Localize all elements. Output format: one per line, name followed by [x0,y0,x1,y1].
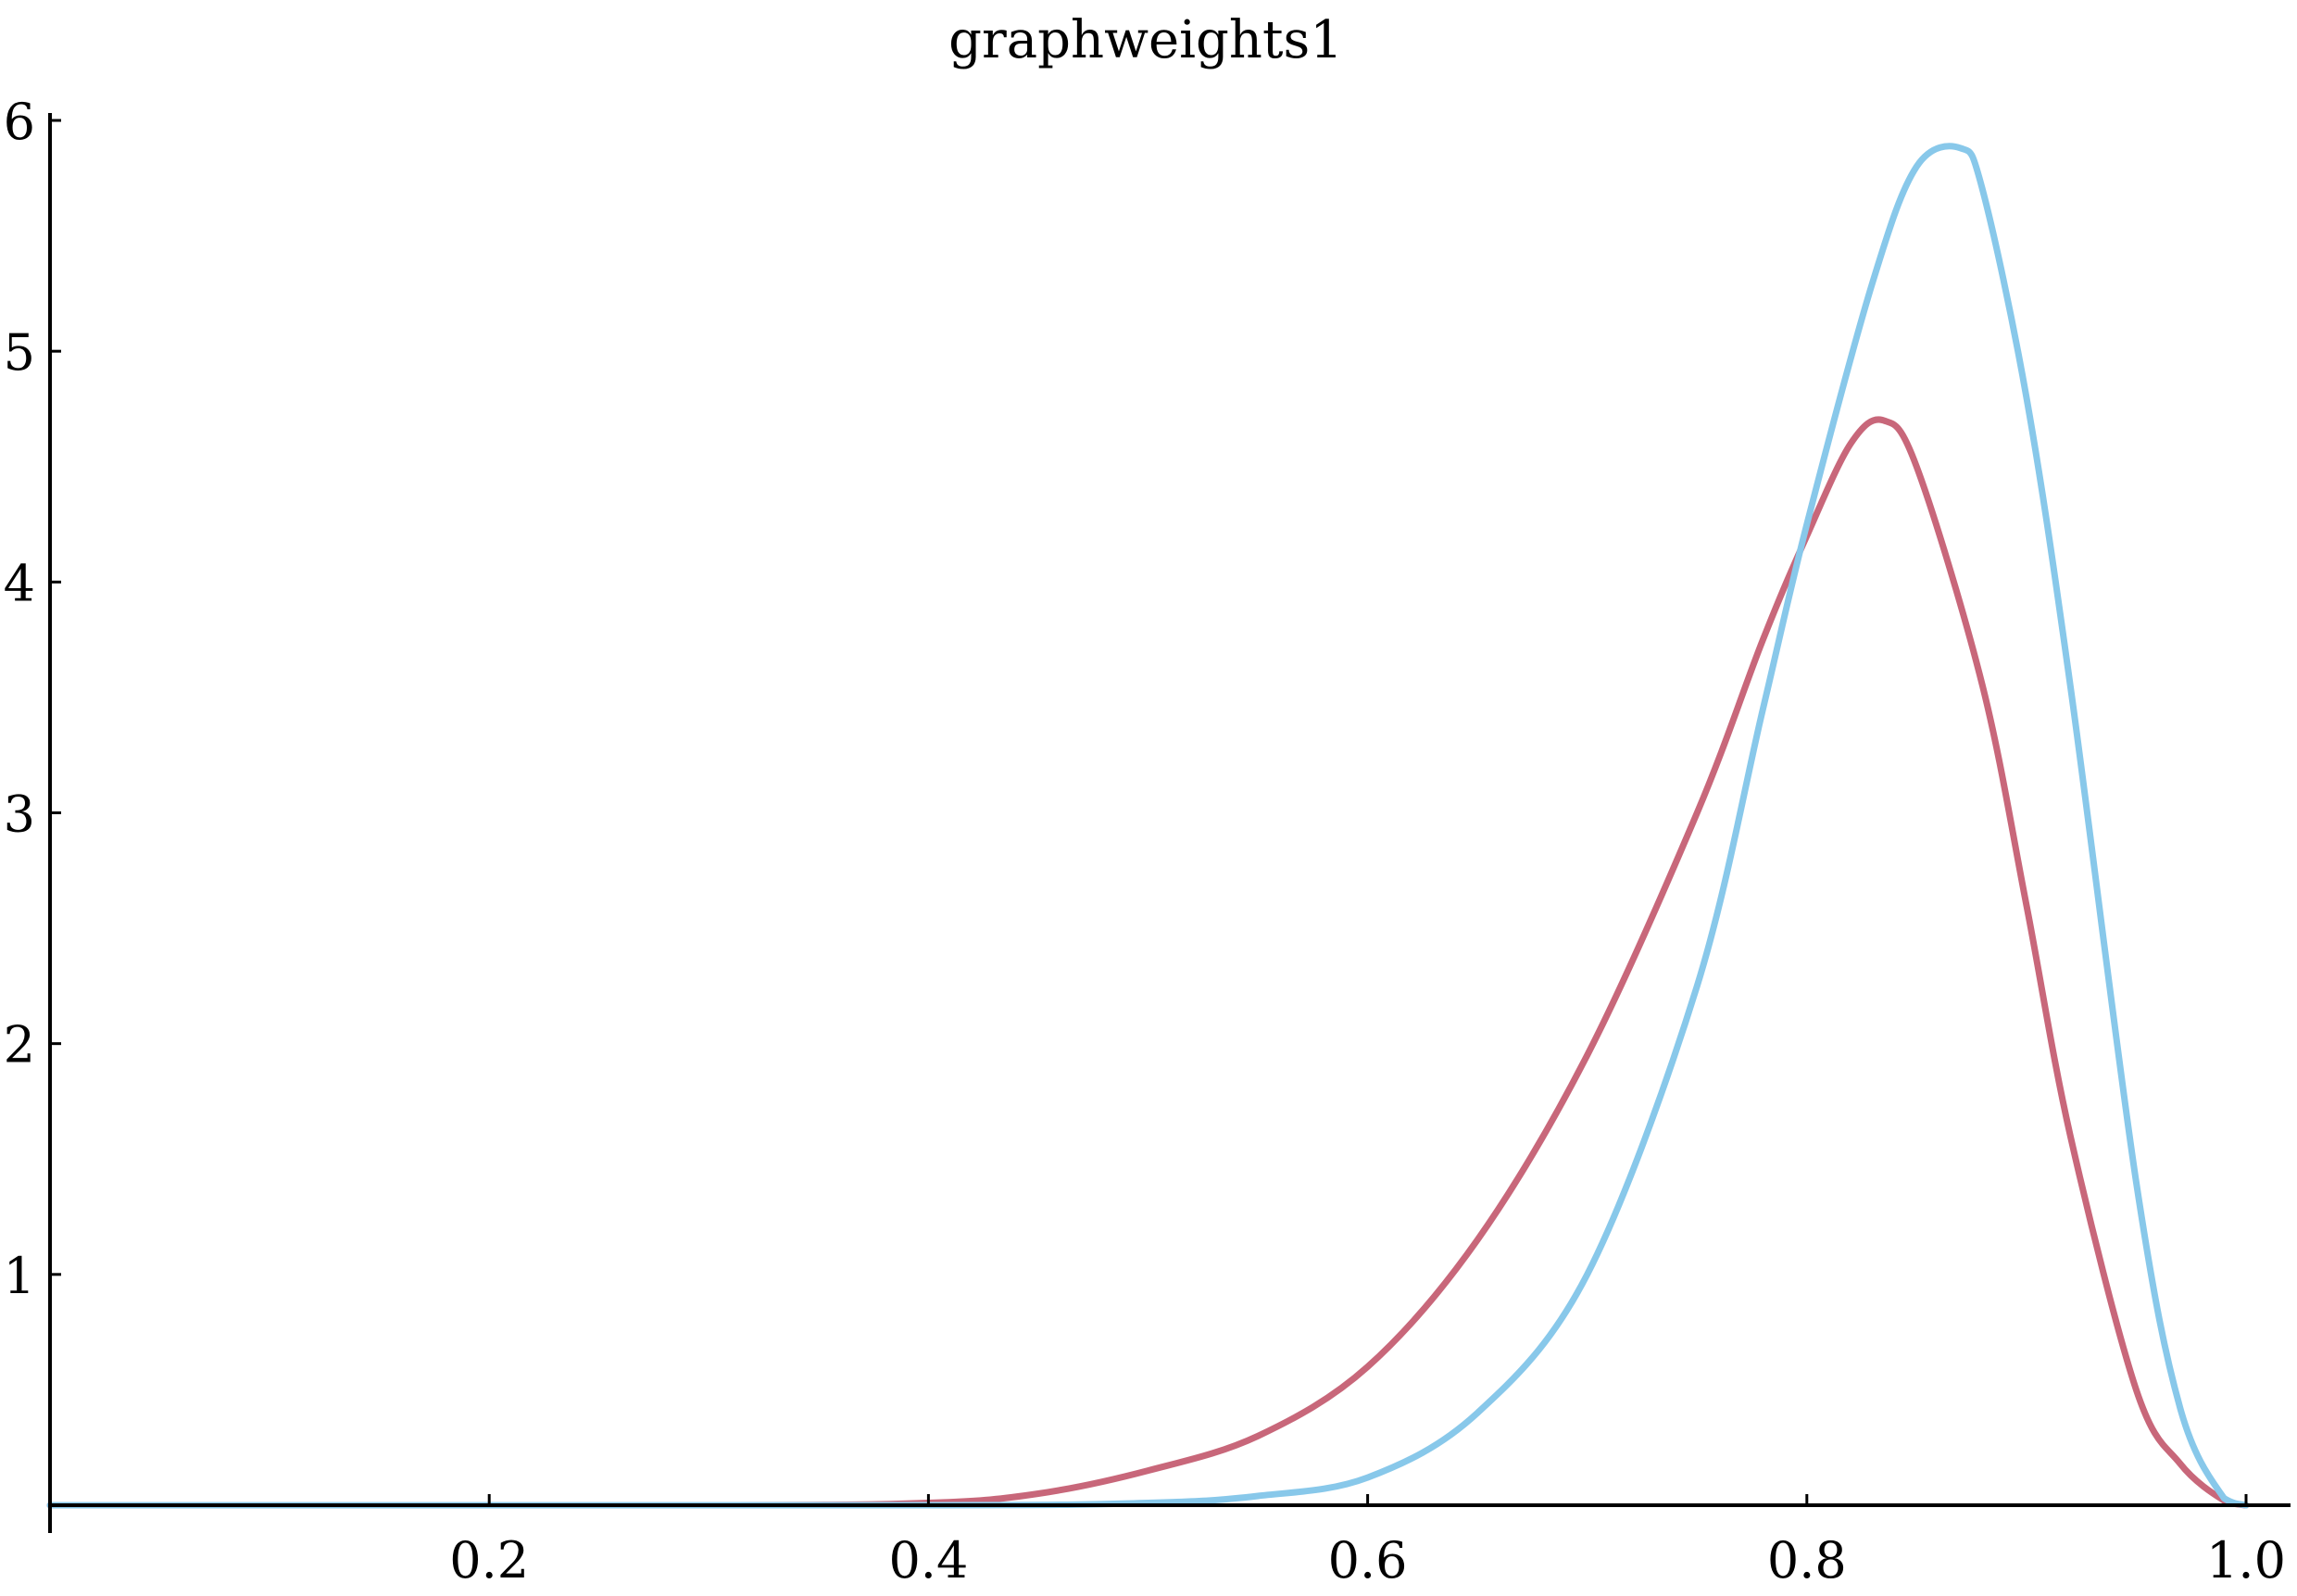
y-tick-label: 3 [4,785,35,844]
x-tick-label: 0.2 [449,1531,529,1590]
y-tick-label: 5 [4,323,35,382]
x-tick-label: 0.6 [1328,1531,1408,1590]
x-tick-label: 1.0 [2206,1531,2286,1590]
y-tick-label: 1 [4,1247,35,1305]
y-tick-label: 2 [4,1016,35,1074]
series-line-2 [46,143,2250,1509]
series-layer [46,143,2250,1509]
chart-title: graphweights1 [948,10,1343,70]
y-tick-label: 6 [4,93,35,151]
x-tick-label: 0.4 [888,1531,968,1590]
x-tick-label: 0.8 [1767,1531,1847,1590]
y-tick-label: 4 [4,554,35,612]
axes-layer [48,113,2291,1533]
series-line-1 [46,416,2250,1509]
ticks-layer: 0.2 0.4 0.6 0.8 1.0 1 2 3 4 5 6 [4,93,2286,1590]
